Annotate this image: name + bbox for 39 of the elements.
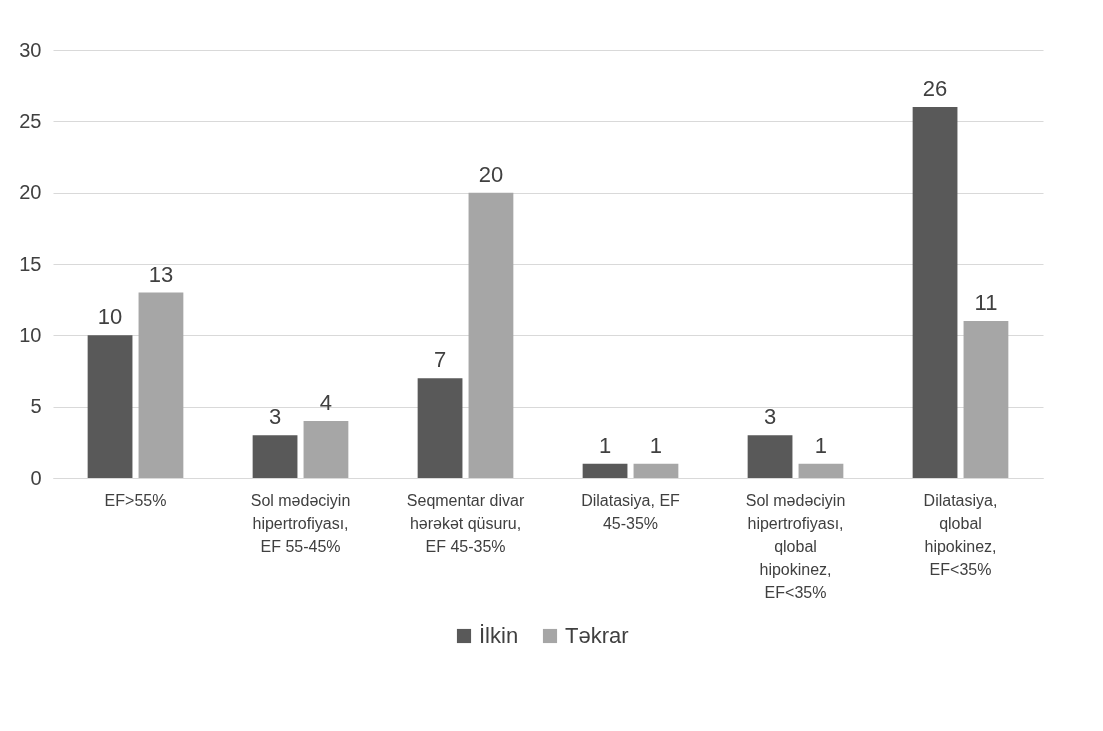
legend-label: Təkrar	[565, 623, 629, 648]
data-label: 7	[433, 347, 447, 373]
data-label: 1	[814, 432, 828, 458]
y-tick-label: 20	[19, 181, 42, 204]
bar	[252, 435, 298, 478]
data-label: 1	[649, 432, 663, 458]
data-label: 3	[763, 404, 777, 430]
x-tick-label: Seqmentar divar hərəkət qüsuru, EF 45-35%	[406, 491, 525, 555]
x-tick-label: Sol mədəciyin hipertrofiyası, EF 55-45%	[250, 491, 351, 555]
legend-label: İlkin	[479, 623, 519, 648]
data-label: 20	[478, 161, 504, 187]
y-tick-label: 10	[19, 323, 42, 346]
data-label: 13	[148, 261, 174, 287]
bar	[468, 192, 514, 478]
x-tick-label: Dilatasiya, EF 45-35%	[581, 491, 681, 532]
bar	[633, 463, 679, 478]
y-tick-label: 5	[30, 395, 42, 418]
bar	[417, 378, 463, 478]
x-tick-label: Sol mədəciyin hipertrofiyası, qlobal hipokinez, EF<35%	[745, 491, 846, 601]
data-label: 1	[598, 432, 612, 458]
y-tick-label: 30	[19, 38, 42, 61]
bar	[747, 435, 793, 478]
bar	[798, 463, 844, 478]
bar	[87, 335, 133, 478]
bar	[582, 463, 628, 478]
y-tick-label: 0	[30, 466, 42, 489]
data-label: 11	[974, 290, 998, 316]
bar	[963, 321, 1009, 478]
bar	[303, 420, 349, 478]
data-label: 10	[97, 304, 123, 330]
y-tick-label: 15	[19, 252, 42, 275]
data-label: 3	[268, 404, 282, 430]
y-tick-label: 25	[19, 109, 42, 132]
x-tick-label: EF>55%	[104, 491, 167, 509]
data-label: 26	[922, 76, 948, 102]
bar	[912, 107, 958, 478]
bar	[138, 292, 184, 478]
data-label: 4	[319, 389, 333, 415]
x-tick-label: Dilatasiya, qlobal hipokinez, EF<35%	[923, 491, 998, 578]
